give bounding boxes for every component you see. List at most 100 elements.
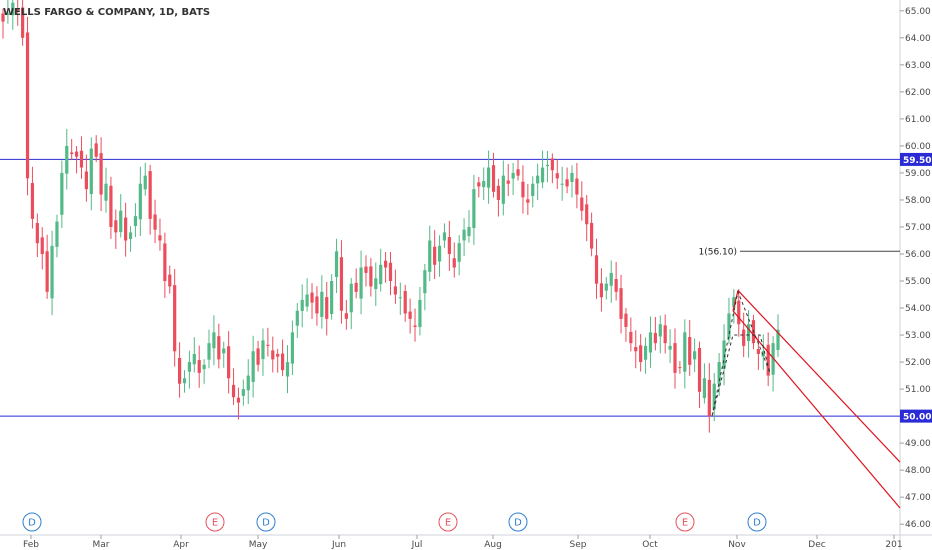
- candle: [688, 319, 692, 376]
- candle: [359, 250, 363, 315]
- earnings-marker[interactable]: E: [675, 512, 695, 532]
- candle: [133, 203, 138, 238]
- candle-body: [521, 181, 525, 198]
- x-tick-label: Feb: [23, 540, 39, 550]
- candle: [408, 298, 412, 334]
- candle: [585, 194, 589, 242]
- y-tick-label: 64.00: [905, 34, 931, 44]
- candle-body: [487, 167, 491, 188]
- candle: [697, 341, 702, 408]
- candle: [388, 251, 393, 296]
- candle: [241, 379, 245, 406]
- candle: [114, 209, 118, 249]
- candle: [428, 225, 432, 282]
- candle: [379, 248, 383, 292]
- candle-body: [354, 282, 358, 292]
- candle: [742, 312, 746, 358]
- candle: [418, 287, 422, 336]
- candle-body: [89, 148, 93, 195]
- candle-body: [516, 169, 520, 176]
- x-tick-label: Oct: [642, 540, 658, 550]
- candle-body: [339, 257, 344, 311]
- candle: [290, 320, 294, 376]
- candle-body: [668, 345, 672, 350]
- earnings-marker[interactable]: E: [205, 512, 225, 532]
- candle-body: [604, 283, 608, 291]
- candle: [74, 146, 79, 174]
- channel-connector: [732, 290, 739, 311]
- x-tick-label: Aug: [484, 540, 502, 550]
- candle-body: [128, 232, 133, 240]
- candle: [565, 167, 569, 194]
- event-circle: [747, 512, 767, 532]
- candle: [339, 240, 344, 324]
- x-tick-label: Dec: [808, 540, 825, 550]
- earnings-marker[interactable]: E: [438, 512, 458, 532]
- target-label: 1(56.10): [698, 247, 737, 257]
- candle: [285, 345, 290, 394]
- candle-body: [673, 343, 677, 373]
- candle: [50, 230, 54, 316]
- dividend-marker[interactable]: D: [256, 512, 276, 532]
- candle-body: [207, 343, 211, 360]
- dividend-marker[interactable]: D: [508, 512, 528, 532]
- candle-body: [374, 278, 378, 290]
- candle-body: [428, 240, 432, 272]
- candle-body: [16, 8, 20, 11]
- candle: [398, 282, 402, 315]
- candle-body: [403, 291, 407, 314]
- candle-body: [742, 329, 746, 346]
- dividend-marker[interactable]: D: [747, 512, 767, 532]
- candle: [128, 226, 133, 252]
- candle-body: [168, 274, 172, 287]
- candle: [663, 314, 667, 354]
- candle-body: [1, 13, 5, 22]
- candle-body: [6, 13, 10, 15]
- candle-body: [197, 360, 201, 373]
- candle: [629, 317, 633, 352]
- candle-body: [688, 337, 692, 365]
- candle: [531, 176, 535, 208]
- candle: [555, 159, 559, 190]
- candle: [413, 308, 417, 342]
- candle-body: [202, 364, 206, 370]
- x-tick-label: Sep: [570, 540, 587, 550]
- price-level-badge: [900, 409, 932, 423]
- candle: [447, 220, 451, 271]
- candle: [187, 350, 191, 389]
- candle-body: [462, 229, 466, 241]
- y-tick-label: 51.00: [905, 385, 931, 395]
- candle: [482, 167, 486, 201]
- candle: [25, 16, 30, 196]
- candle-body: [477, 182, 481, 187]
- x-tick-label: Apr: [173, 540, 189, 550]
- candle-body: [143, 175, 147, 190]
- candle-body: [300, 299, 304, 311]
- candle: [197, 345, 201, 388]
- candle-body: [560, 183, 564, 185]
- candle: [300, 284, 304, 328]
- candle-body: [187, 362, 191, 372]
- candle: [349, 278, 353, 330]
- candle-body: [241, 389, 245, 396]
- candle: [487, 150, 491, 204]
- candle: [84, 154, 88, 202]
- candle: [712, 373, 716, 422]
- candle: [776, 314, 780, 357]
- candle: [423, 263, 427, 311]
- candle-body: [104, 183, 108, 201]
- y-tick-label: 48.00: [905, 466, 931, 476]
- candle: [570, 165, 574, 198]
- candle: [60, 160, 64, 229]
- candle-body: [683, 332, 687, 372]
- candle-body: [614, 279, 618, 292]
- candle-body: [570, 172, 574, 182]
- y-tick-label: 57.00: [905, 223, 931, 233]
- candle: [236, 387, 241, 420]
- candle-body: [437, 245, 442, 262]
- dividend-marker[interactable]: D: [22, 512, 42, 532]
- candle: [109, 176, 113, 239]
- candle: [16, 0, 20, 26]
